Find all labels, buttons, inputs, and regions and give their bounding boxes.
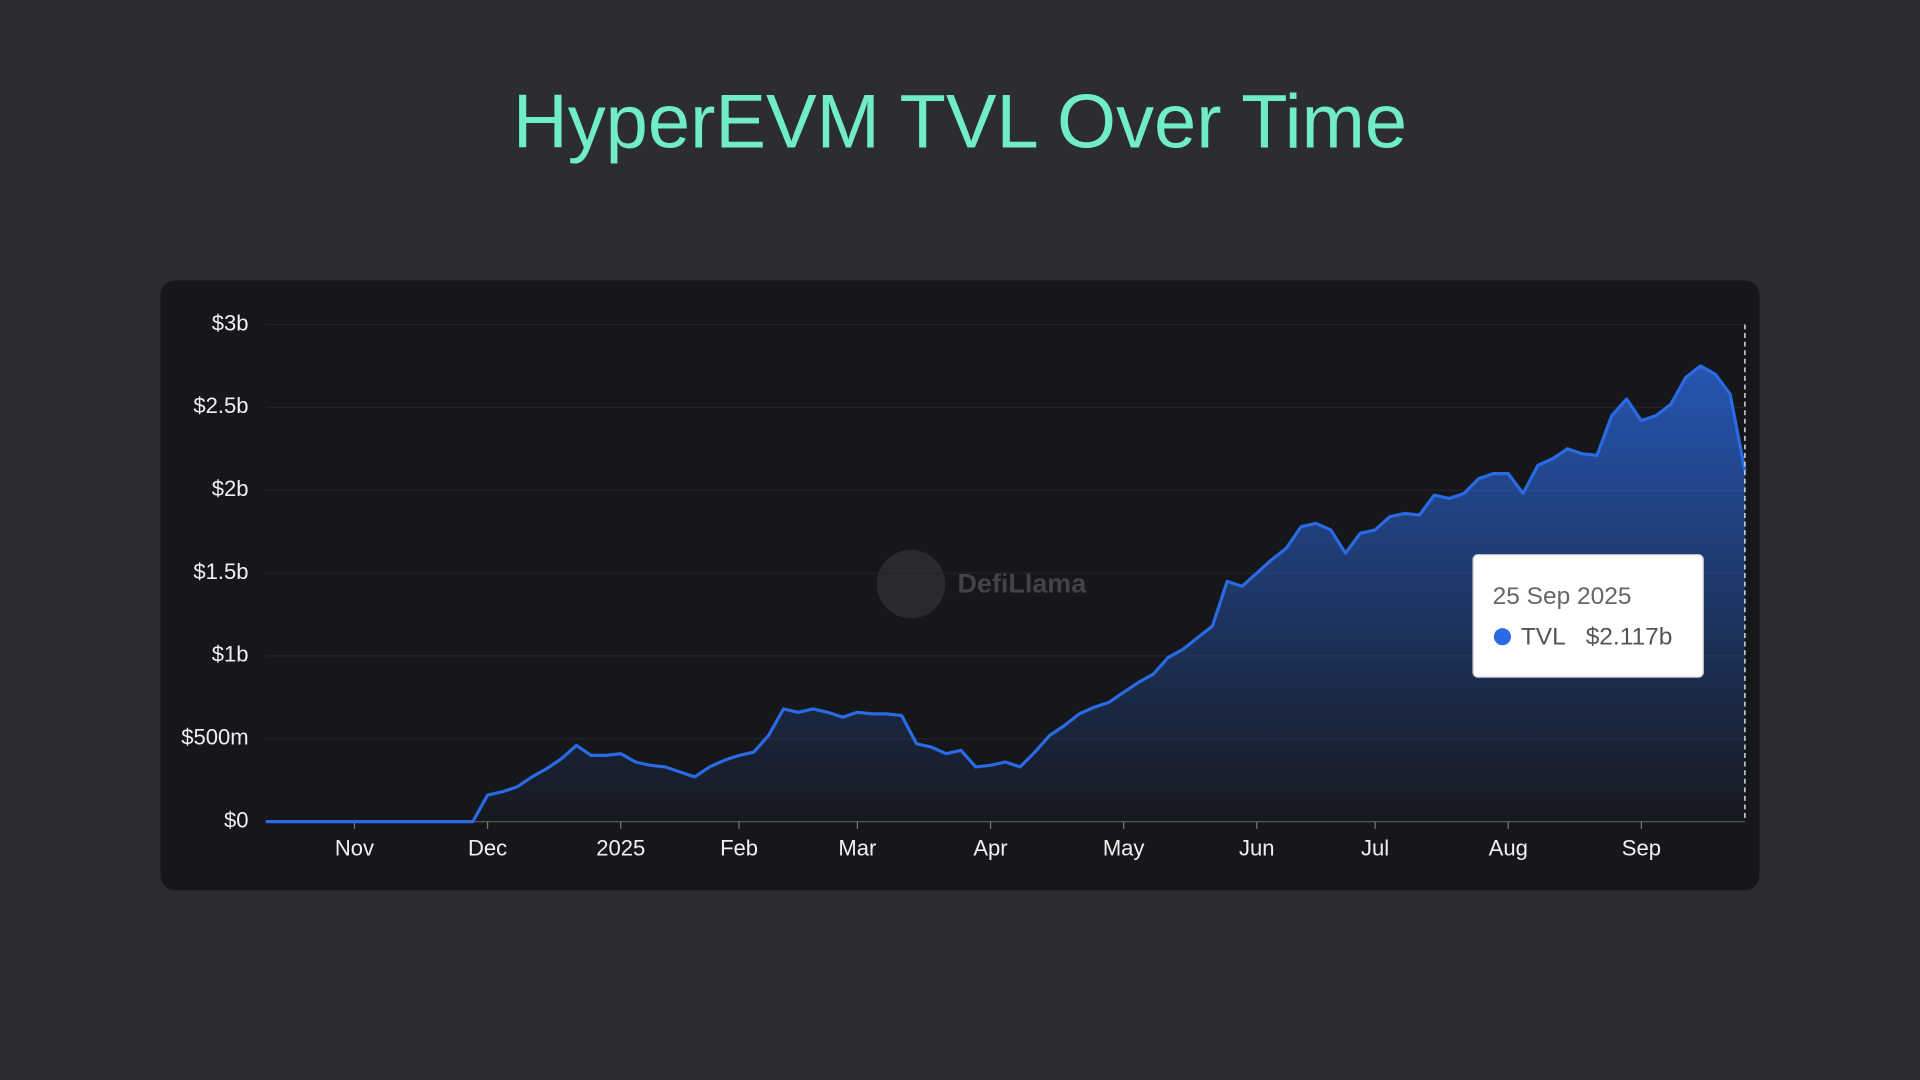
x-tick-label: Sep [1622,836,1661,861]
y-tick-label: $2.5b [193,393,248,418]
area [265,365,1745,822]
y-tick-label: $1b [212,642,249,667]
page-title: HyperEVM TVL Over Time [513,79,1407,164]
y-tick-label: $1.5b [193,559,248,584]
tooltip: 25 Sep 2025 TVL $2.117b [1472,554,1704,678]
line [265,364,1747,824]
x-tick-label: Jul [1361,836,1389,861]
tooltip-dot [1493,628,1512,646]
tooltip-box [1472,554,1704,678]
x-tick-label: Apr [973,836,1007,861]
y-tick-label: $3b [212,310,249,335]
x-tick-label: May [1103,836,1145,861]
tooltip-date: 25 Sep 2025 [1493,583,1632,610]
x-tick-label: Feb [720,836,758,861]
watermark-icon [876,549,946,619]
y-tick-label: $0 [224,807,249,832]
x-tick-label: Aug [1489,836,1528,861]
tooltip-value: $2.117b [1586,623,1673,650]
x-tick-label: Dec [468,836,507,861]
y-tick-label: $500m [181,725,248,750]
y-tick-label: $2b [212,476,249,501]
x-tick-label: 2025 [596,836,645,861]
x-tick-label: Jun [1239,836,1275,861]
x-tick-label: Mar [838,836,876,861]
x-tick-label: Nov [335,836,374,861]
tooltip-series: TVL [1521,623,1566,650]
